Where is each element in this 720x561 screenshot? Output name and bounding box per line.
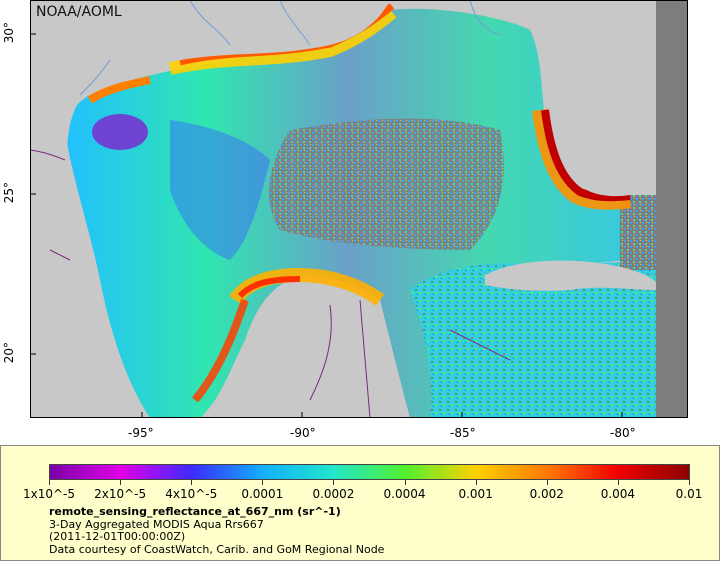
time-stamp: (2011-12-01T00:00:00Z) <box>49 530 186 543</box>
coastal-band-campeche <box>237 276 301 299</box>
coastal-band-florida-red <box>541 109 631 202</box>
reflectance-map <box>30 0 688 418</box>
colorbar-tick-label: 0.004 <box>600 487 636 501</box>
coastal-band-north <box>168 6 397 75</box>
land-yucatan <box>230 296 402 418</box>
colorbar-tick <box>475 480 477 485</box>
coastal-band-texas <box>87 76 151 104</box>
colorbar-tick-label: 0.01 <box>675 487 703 501</box>
colorbar-tick <box>191 480 193 485</box>
lat-tick-label: 30° <box>2 22 16 44</box>
purple-eddy <box>92 114 148 150</box>
colorbar-tick <box>617 480 619 485</box>
colorbar-tick <box>262 480 264 485</box>
watermark-label: NOAA/AOML <box>36 4 122 20</box>
lat-tick-label: 25° <box>2 182 16 204</box>
coastal-band-veracruz <box>191 298 249 403</box>
land-west-edge <box>30 0 60 418</box>
colorbar-tick <box>49 480 50 485</box>
lon-tick-label: -90° <box>290 426 316 440</box>
political-boundaries <box>30 149 511 418</box>
land-florida <box>530 0 656 197</box>
lon-tick-label: -95° <box>128 426 154 440</box>
gulf-deep-noise <box>269 118 504 250</box>
colorbar-tick-label: 4x10^-5 <box>165 487 218 501</box>
map-area[interactable] <box>30 0 688 418</box>
rivers <box>79 0 501 96</box>
legend-text: remote_sensing_reflectance_at_667_nm (sr… <box>49 505 385 556</box>
colorbar-tick-label: 0.001 <box>458 487 493 501</box>
low-reflectance-patch <box>170 120 270 260</box>
land-mexico-us <box>30 0 390 418</box>
colorbar-tick-label: 0.0002 <box>312 487 355 501</box>
colorbar-tick <box>689 480 690 485</box>
colorbar <box>49 464 690 480</box>
lat-tick-label: 20° <box>2 342 16 364</box>
lon-tick-label: -80° <box>610 426 636 440</box>
no-data-strip <box>656 0 688 418</box>
lon-tick-label: -85° <box>450 426 476 440</box>
colorbar-tick <box>404 480 406 485</box>
dataset-description: 3-Day Aggregated MODIS Aqua Rrs667 <box>49 517 264 531</box>
map-border <box>30 0 688 418</box>
colorbar-tick-label: 0.0004 <box>383 487 426 501</box>
variable-name: remote_sensing_reflectance_at_667_nm (sr… <box>49 505 341 518</box>
land-cuba <box>485 260 656 291</box>
data-credit: Data courtesy of CoastWatch, Carib. and … <box>49 542 385 556</box>
colorbar-tick-label: 0.002 <box>529 487 564 501</box>
legend-panel: 1x10^-5 2x10^-5 4x10^-5 0.0001 0.0002 0.0004 0… <box>0 445 720 561</box>
coastal-band-florida <box>532 108 632 210</box>
colorbar-tick <box>333 480 335 485</box>
caribbean-water <box>410 262 656 418</box>
colorbar-tick <box>546 480 548 485</box>
colorbar-tick-label: 2x10^-5 <box>94 487 147 501</box>
colorbar-tick <box>120 480 122 485</box>
colorbar-tick-label: 0.0001 <box>241 487 284 501</box>
colorbar-tick-label: 1x10^-5 <box>22 487 76 501</box>
